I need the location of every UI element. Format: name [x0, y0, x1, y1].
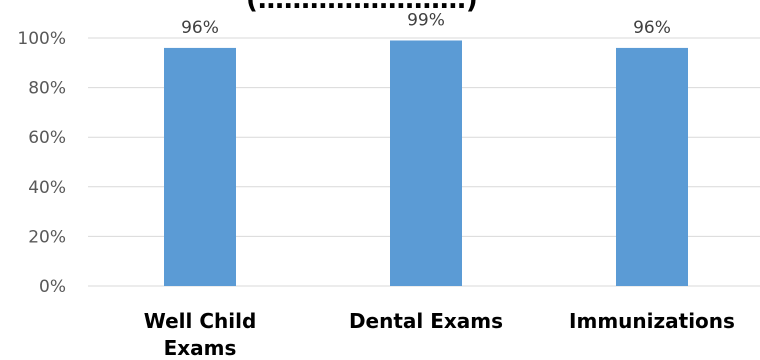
y-tick-label: 60%: [28, 128, 66, 148]
x-tick-label: Immunizations: [569, 309, 735, 333]
bar: [164, 47, 236, 286]
x-tick-label: Well Child Exams: [144, 309, 257, 360]
x-tick-label-line: Dental Exams: [349, 309, 503, 333]
y-tick-label: 40%: [28, 178, 66, 198]
x-tick-label-line: Well Child: [144, 309, 257, 333]
chart-title: (……………………): [246, 0, 478, 15]
y-tick-label: 80%: [28, 79, 66, 99]
x-tick-label-line: Immunizations: [569, 309, 735, 333]
data-label: 96%: [181, 18, 219, 38]
bar: [390, 40, 462, 287]
data-label: 99%: [407, 10, 445, 30]
chart-title-area: (……………………): [246, 0, 478, 15]
x-tick-label-line: Exams: [164, 336, 237, 360]
y-tick-label: 100%: [17, 29, 66, 49]
y-tick-label: 0%: [39, 277, 66, 297]
y-tick-label: 20%: [28, 227, 66, 247]
y-axis-tick-labels: 0% 20% 40% 60% 80% 100%: [17, 29, 66, 297]
bar: [616, 47, 688, 286]
x-tick-label: Dental Exams: [349, 309, 503, 333]
data-labels: 96% 99% 96%: [181, 10, 671, 37]
x-axis-tick-labels: Well Child Exams Dental Exams Immunizations: [144, 309, 735, 360]
data-label: 96%: [633, 18, 671, 38]
bars: [164, 40, 688, 287]
